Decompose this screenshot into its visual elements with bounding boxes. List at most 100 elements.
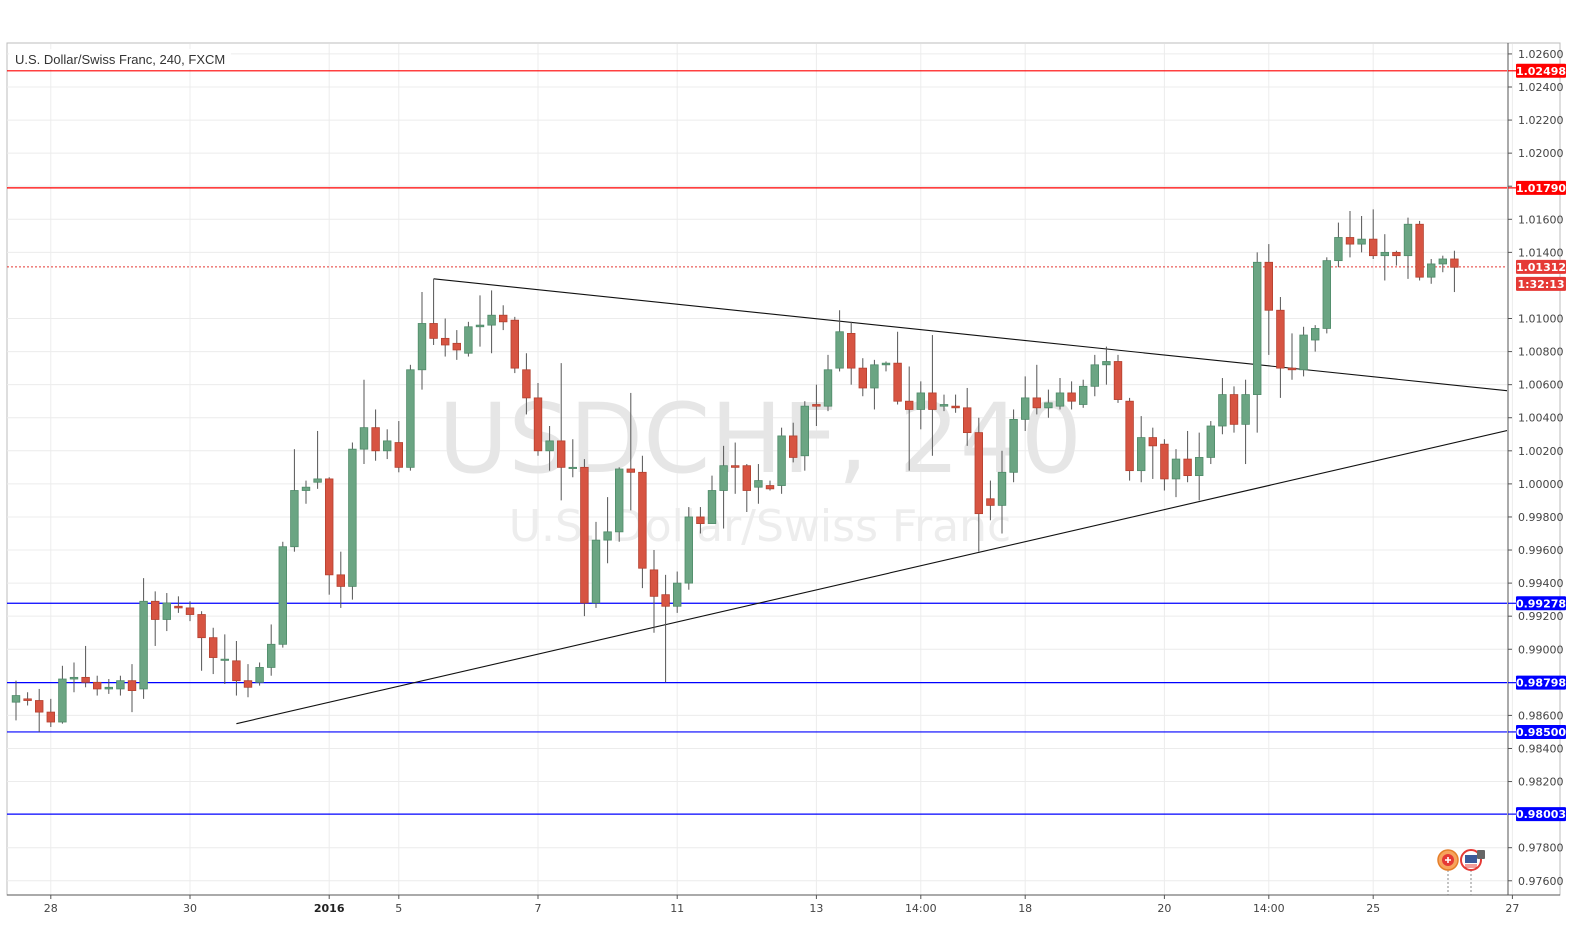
candle-down [661, 594, 670, 607]
chart-title: U.S. Dollar/Swiss Franc, 240, FXCM [15, 52, 225, 67]
candle-up [870, 364, 879, 389]
candle-down [928, 392, 937, 410]
candle-up [313, 478, 322, 483]
candle-up [162, 602, 171, 620]
price-tick-label: 1.00400 [1518, 412, 1564, 425]
time-tick-label: 2016 [314, 902, 345, 915]
candle-up [417, 323, 427, 371]
price-tick-label: 1.02000 [1518, 147, 1564, 160]
price-level-label: 1.01790 [1516, 182, 1566, 195]
candle-up [1253, 261, 1262, 395]
candle-up [823, 369, 833, 407]
time-tick-label: 11 [670, 902, 684, 915]
price-level-label: 1.02498 [1516, 65, 1566, 78]
bar-countdown-label: 1:32:13 [1517, 278, 1564, 291]
candle-down [336, 574, 345, 587]
candle-up [1357, 238, 1366, 245]
candle-up [1044, 402, 1053, 409]
us-flag-icon-field [1465, 855, 1477, 863]
candle-down [638, 471, 647, 569]
candle-up [673, 582, 682, 607]
candle-up [406, 369, 415, 468]
candle-down [1276, 309, 1285, 369]
candle-down [1264, 261, 1273, 311]
time-tick-label: 30 [183, 902, 197, 915]
candle-up [1380, 251, 1389, 257]
candle-down [197, 614, 206, 639]
candle-down [742, 465, 751, 491]
price-tick-label: 0.98400 [1518, 742, 1564, 755]
price-tick-label: 1.01600 [1518, 213, 1564, 226]
price-tick-label: 0.97600 [1518, 875, 1564, 888]
candle-down [1125, 400, 1134, 472]
price-level-label-box [1516, 724, 1566, 739]
price-tick-label: 1.02200 [1518, 114, 1564, 127]
grid [7, 44, 1513, 895]
price-tick-label: 0.99000 [1518, 643, 1564, 656]
candle-up [916, 392, 925, 410]
candle-up [487, 314, 496, 326]
candle-up [220, 658, 229, 661]
candle-up [348, 448, 357, 587]
price-tick-label: 0.99600 [1518, 544, 1564, 557]
candle-down [174, 605, 183, 609]
time-tick-label: 18 [1018, 902, 1032, 915]
candle-down [1229, 394, 1239, 425]
candle-up [1403, 223, 1413, 257]
candle-down [557, 440, 566, 468]
candle-up [1311, 328, 1320, 341]
candle-down [1148, 437, 1157, 447]
price-tick-label: 1.00000 [1518, 478, 1564, 491]
candle-down [46, 711, 55, 723]
price-tick-label: 1.02400 [1518, 81, 1564, 94]
candle-up [1334, 237, 1343, 262]
candle-down [1113, 361, 1123, 400]
candle-up [754, 480, 763, 488]
candle-up [278, 546, 287, 645]
event-markers[interactable] [1437, 849, 1485, 895]
candle-down [858, 367, 867, 389]
candle-up [139, 600, 148, 690]
candle-down [498, 314, 508, 323]
price-level-label: 0.98500 [1516, 726, 1566, 739]
time-tick-label: 28 [44, 902, 58, 915]
candle-down [1369, 238, 1378, 257]
candle-down [371, 427, 380, 452]
price-level-label: 0.98798 [1516, 677, 1566, 690]
candles [11, 209, 1459, 732]
candle-down [23, 698, 32, 701]
candle-up [1322, 260, 1331, 329]
candle-up [719, 465, 728, 491]
time-axis[interactable]: 28 30 2016 5 7 11 13 14:00 18 20 14:00 25 27 [44, 895, 1520, 915]
candle-up [835, 331, 844, 369]
price-level-label-box [1516, 807, 1566, 822]
us-flag-icon-stripes [1465, 864, 1477, 868]
candle-up [1009, 418, 1018, 473]
candle-down [789, 435, 798, 458]
candle-up [1427, 263, 1436, 278]
candle-down [986, 498, 995, 506]
plus-icon [1445, 857, 1451, 863]
candle-down [1183, 458, 1192, 477]
candle-down [1067, 392, 1076, 402]
candle-up [69, 676, 79, 680]
candle-down [812, 404, 821, 407]
trendline [236, 429, 1507, 725]
candle-down [429, 323, 438, 339]
price-tick-label: 0.97800 [1518, 842, 1564, 855]
price-tick-label: 1.01400 [1518, 246, 1564, 259]
time-tick-label: 14:00 [1253, 902, 1285, 915]
candle-down [905, 400, 914, 410]
candle-down [127, 680, 137, 691]
candle-down [1032, 397, 1041, 409]
candle-up [939, 404, 949, 407]
candle-down [232, 660, 241, 682]
candle-up [707, 490, 717, 524]
candle-up [545, 440, 554, 452]
time-tick-label: 7 [535, 902, 542, 915]
candle-up [1218, 394, 1227, 427]
candle-up [1171, 458, 1181, 480]
price-tick-label: 0.98600 [1518, 709, 1564, 722]
